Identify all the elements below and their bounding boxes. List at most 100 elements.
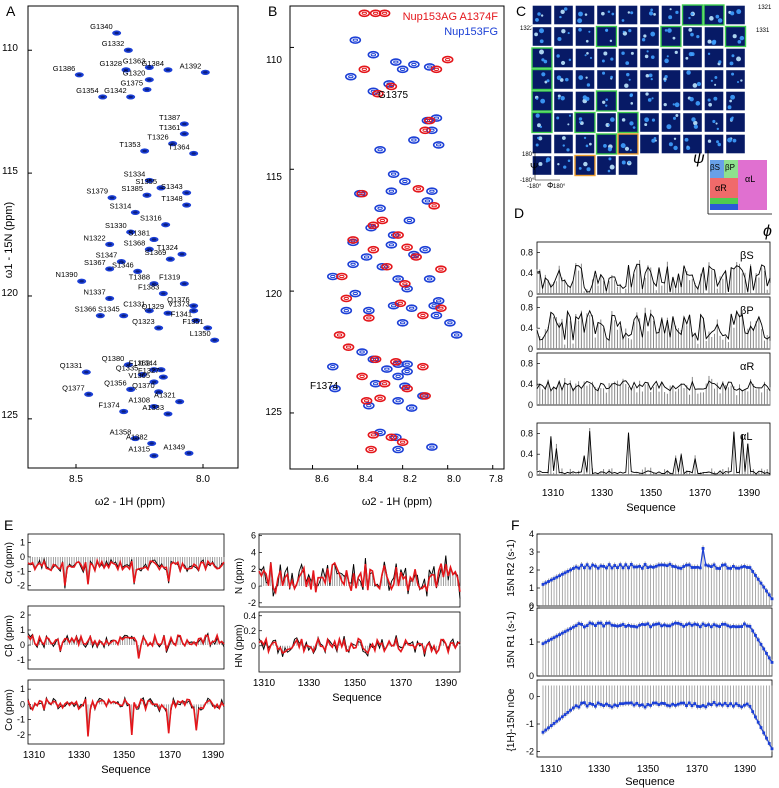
panel-e-ytick: -1	[17, 715, 25, 725]
panel-d-row-label: βP	[740, 305, 754, 317]
panel-b-xtick: 8.0	[447, 474, 461, 485]
hsqc-peak-core	[205, 326, 210, 330]
panel-e-xtick: 1310	[23, 750, 46, 761]
hsqc-peak-core	[86, 393, 91, 396]
peak-label: S1343	[161, 182, 183, 191]
ramachandran-map	[617, 133, 639, 155]
panel-b-ticks	[290, 46, 494, 469]
hsqc-peak-core	[168, 257, 173, 261]
panel-d-ytick: 0.4	[520, 379, 533, 389]
peak-red	[376, 216, 389, 225]
peak-blue	[381, 365, 393, 373]
hsqc-peak-core	[182, 282, 187, 285]
panel-b-xtick: 8.2	[403, 474, 417, 485]
peak-red	[369, 9, 382, 18]
panel-c-angle-label: -180°	[527, 184, 542, 190]
peak-blue	[390, 433, 402, 442]
ramachandran-map	[724, 68, 747, 91]
hsqc-peak-core	[77, 73, 82, 77]
peak-red	[356, 189, 368, 198]
ramachandran-map	[638, 47, 661, 69]
peak-label: S1367	[84, 258, 106, 267]
ramachandran-map	[531, 25, 553, 48]
peak-blue	[326, 272, 339, 281]
peak-blue	[426, 187, 438, 195]
peak-blue	[340, 306, 353, 315]
peak-blue	[345, 72, 357, 81]
hsqc-peak-core	[182, 122, 187, 126]
panel-e-ylabel: N (ppm)	[234, 558, 245, 594]
panel-f-plot-frame	[536, 607, 773, 677]
hsqc-peak-core	[147, 248, 152, 251]
panel-f-ytick: 1	[529, 583, 534, 593]
peak-red	[367, 221, 380, 230]
panel-a-ytick: 125	[1, 410, 18, 421]
peak-label: S1385	[121, 184, 143, 193]
panel-f-plot-frame	[536, 533, 773, 607]
peak-blue	[349, 289, 362, 298]
peak-red	[412, 184, 425, 193]
panel-f-ytick: -2	[526, 747, 534, 757]
hsqc-peak-core	[177, 400, 182, 403]
peak-label: G1340	[90, 22, 113, 31]
hsqc-peak-core	[170, 142, 175, 145]
hsqc-peak-core	[161, 292, 166, 295]
panel-f-point	[770, 597, 774, 601]
ramachandran-map	[681, 47, 704, 69]
peak-red	[372, 89, 384, 98]
peak-label: Q1380	[102, 354, 125, 363]
peak-blue	[405, 304, 418, 312]
panel-f-ytick: 0	[529, 671, 534, 681]
panel-b-ytick: 120	[265, 289, 282, 300]
peak-label: A1333	[142, 403, 164, 412]
peak-label: S1368	[124, 238, 146, 247]
hsqc-peak-core	[126, 363, 131, 366]
panel-f-ytick: 2	[529, 603, 534, 613]
peak-red	[392, 231, 404, 239]
ramachandran-map	[703, 90, 725, 112]
ramachandran-map	[638, 25, 661, 48]
peak-blue	[356, 348, 368, 356]
hsqc-peak-core	[142, 149, 147, 153]
peak-red	[342, 343, 355, 351]
ramachandran-map	[703, 47, 725, 69]
panel-a-ylabel: ω1 - 15N (ppm)	[3, 202, 15, 278]
peak-label: S1381	[128, 228, 150, 237]
panel-f-xtick: 1350	[637, 764, 660, 775]
ramachandran-map	[681, 68, 704, 91]
panel-d-xtick: 1370	[689, 488, 712, 499]
peak-blue	[387, 231, 400, 239]
panel-e-line-black	[258, 555, 461, 599]
peak-blue	[392, 396, 404, 405]
ramachandran-map	[638, 4, 661, 26]
panel-d-ytick: 0	[528, 289, 533, 299]
panel-e-xtick: 1350	[113, 750, 136, 761]
panel-f-ylabel: {1H}-15N nOe	[506, 688, 517, 751]
panel-d-line	[536, 431, 771, 475]
peak-label: S1346	[112, 260, 134, 269]
panel-f-ylabel: 15N R1 (s-1)	[506, 611, 517, 668]
panel-f-ytick: 0	[529, 692, 534, 702]
panel-a-ytick: 115	[2, 166, 18, 177]
ramachandran-map	[574, 133, 596, 155]
peak-red	[396, 438, 409, 446]
panel-b: B Nup153AG A1374F Nup153FG G1375 F1374 8…	[265, 3, 505, 508]
ramachandran-map	[638, 133, 661, 155]
peak-blue	[401, 360, 413, 369]
ramachandran-map	[724, 111, 747, 134]
hsqc-peak-core	[109, 196, 115, 199]
ramachandran-map	[552, 68, 575, 91]
hsqc-peak-core	[128, 95, 133, 99]
hsqc-peak-core	[107, 243, 112, 246]
peak-label: V1365	[128, 371, 150, 380]
hsqc-peak-core	[165, 311, 171, 315]
panel-f-xtick: 1310	[540, 764, 563, 775]
hsqc-peak-core	[165, 68, 171, 72]
ramachandran-map	[617, 154, 639, 177]
peak-blue	[360, 253, 373, 261]
hsqc-peak-core	[144, 88, 150, 91]
phi-axis-label: ϕ	[763, 223, 772, 240]
peak-blue	[347, 260, 359, 269]
panel-e-xlabel: Sequence	[101, 764, 151, 776]
peak-red	[401, 243, 413, 252]
